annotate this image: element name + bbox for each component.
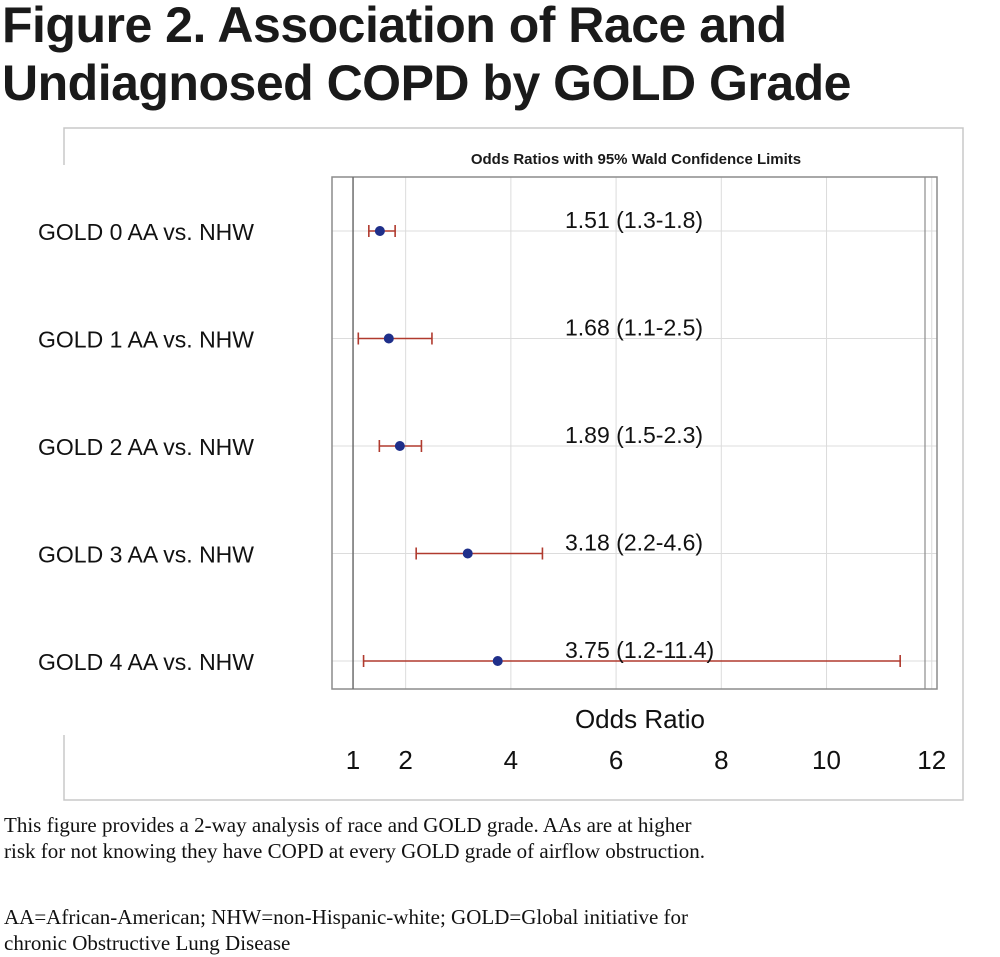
forest-row: GOLD 1 AA vs. NHW 1.68 (1.1-2.5) (38, 315, 703, 353)
forest-rows: GOLD 0 AA vs. NHW 1.51 (1.3-1.8) GOLD 1 AA… (38, 207, 901, 675)
odds-ratio-point (383, 333, 394, 344)
figure-title-line-2: Undiagnosed COPD by GOLD Grade (2, 55, 852, 111)
x-tick-label: 4 (504, 745, 518, 775)
estimate-annotation: 1.51 (1.3-1.8) (565, 207, 703, 233)
abbreviations: AA=African-American; NHW=non-Hispanic-wh… (4, 904, 999, 956)
abbrev-line-1: AA=African-American; NHW=non-Hispanic-wh… (4, 905, 688, 929)
x-axis-ticks: 1 2 4 6 8 10 12 (346, 745, 946, 775)
figure-title: Figure 2. Association of Race and Undiag… (2, 0, 992, 112)
estimate-annotation: 1.89 (1.5-2.3) (565, 422, 703, 448)
forest-row: GOLD 3 AA vs. NHW 3.18 (2.2-4.6) (38, 530, 703, 568)
row-label: GOLD 2 AA vs. NHW (38, 434, 254, 460)
odds-ratio-point (492, 656, 503, 666)
plot-area-frame (331, 176, 938, 690)
gridlines (332, 177, 937, 689)
forest-row: GOLD 2 AA vs. NHW 1.89 (1.5-2.3) (38, 422, 703, 460)
caption-line-1: This figure provides a 2-way analysis of… (4, 813, 692, 837)
row-label: GOLD 0 AA vs. NHW (38, 219, 254, 245)
estimate-annotation: 3.75 (1.2-11.4) (565, 637, 714, 663)
odds-ratio-point (374, 226, 385, 236)
row-label: GOLD 4 AA vs. NHW (38, 649, 254, 675)
row-label: GOLD 3 AA vs. NHW (38, 542, 254, 568)
x-tick-label: 8 (714, 745, 728, 775)
x-tick-label: 2 (398, 745, 412, 775)
abbrev-line-2: chronic Obstructive Lung Disease (4, 931, 291, 955)
x-tick-label: 10 (812, 745, 841, 775)
row-label: GOLD 1 AA vs. NHW (38, 327, 254, 353)
caption-line-2: risk for not knowing they have COPD at e… (4, 839, 706, 863)
plot-title: Odds Ratios with 95% Wald Confidence Lim… (471, 151, 801, 168)
estimate-annotation: 3.18 (2.2-4.6) (565, 530, 703, 556)
odds-ratio-point (462, 548, 473, 559)
x-tick-label: 12 (917, 745, 946, 775)
x-axis-label: Odds Ratio (575, 704, 705, 734)
odds-ratio-point (394, 441, 405, 451)
caption: This figure provides a 2-way analysis of… (4, 812, 999, 864)
figure-title-line-1: Figure 2. Association of Race and (2, 0, 787, 53)
forest-row: GOLD 0 AA vs. NHW 1.51 (1.3-1.8) (38, 207, 703, 245)
x-tick-label: 6 (609, 745, 623, 775)
estimate-annotation: 1.68 (1.1-2.5) (565, 315, 703, 341)
x-tick-label: 1 (346, 745, 360, 775)
outer-frame (63, 127, 964, 801)
forest-row: GOLD 4 AA vs. NHW 3.75 (1.2-11.4) (38, 637, 901, 675)
